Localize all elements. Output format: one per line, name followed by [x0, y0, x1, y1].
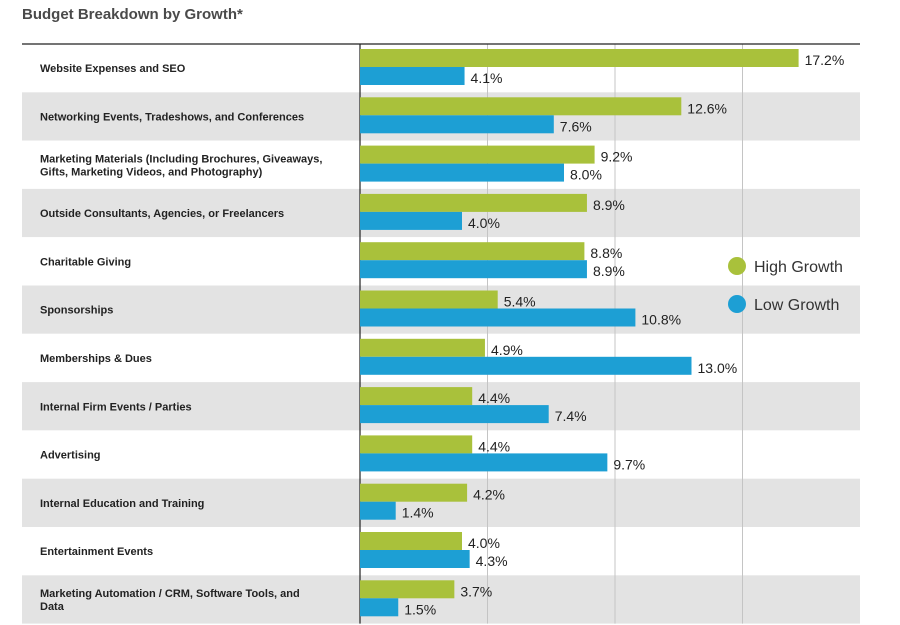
data-label: 7.6% — [560, 118, 592, 134]
data-label: 8.0% — [570, 167, 602, 183]
bar-high-growth — [360, 290, 498, 309]
category-label: Charitable Giving — [40, 256, 131, 268]
legend-high-growth-label: High Growth — [754, 259, 843, 276]
data-label: 4.0% — [468, 215, 500, 231]
data-label: 7.4% — [555, 408, 587, 424]
bar-high-growth — [360, 49, 799, 67]
bar-low-growth — [360, 67, 465, 85]
category-label: Marketing Automation / CRM, Software Too… — [40, 588, 300, 600]
category-label: Advertising — [40, 450, 101, 462]
data-label: 12.6% — [687, 100, 727, 116]
chart-title: Budget Breakdown by Growth* — [22, 6, 243, 23]
legend-low-growth-marker — [728, 295, 746, 313]
bar-high-growth — [360, 435, 473, 454]
data-label: 13.0% — [698, 360, 738, 376]
category-label: Networking Events, Tradeshows, and Confe… — [40, 111, 304, 123]
bar-high-growth — [360, 580, 455, 599]
bar-low-growth — [360, 550, 470, 568]
data-label: 9.2% — [601, 149, 633, 165]
data-label: 9.7% — [613, 456, 645, 472]
bar-low-growth — [360, 308, 636, 327]
category-label: Gifts, Marketing Videos, and Photography… — [40, 166, 263, 178]
data-label: 10.8% — [641, 312, 681, 328]
category-label: Memberships & Dues — [40, 353, 152, 365]
bar-low-growth — [360, 211, 462, 230]
legend-low-growth-label: Low Growth — [754, 297, 839, 314]
category-label: Website Expenses and SEO — [40, 63, 186, 75]
data-label: 3.7% — [460, 583, 492, 599]
data-label: 4.1% — [471, 70, 503, 86]
bar-high-growth — [360, 338, 485, 357]
data-label: 8.8% — [590, 245, 622, 261]
category-label: Internal Education and Training — [40, 498, 204, 510]
bar-high-growth — [360, 483, 468, 502]
bar-high-growth — [360, 532, 462, 550]
bar-low-growth — [360, 115, 554, 134]
bar-low-growth — [360, 405, 549, 424]
data-label: 17.2% — [805, 52, 845, 68]
category-label: Sponsorships — [40, 305, 113, 317]
data-label: 4.4% — [478, 438, 510, 454]
data-label: 1.5% — [404, 601, 436, 617]
bar-high-growth — [360, 387, 473, 406]
data-label: 4.0% — [468, 535, 500, 551]
category-label: Data — [40, 601, 65, 613]
bar-low-growth — [360, 453, 608, 472]
data-label: 8.9% — [593, 197, 625, 213]
data-label: 1.4% — [402, 505, 434, 521]
bar-low-growth — [360, 598, 399, 617]
bar-low-growth — [360, 356, 692, 375]
bar-low-growth — [360, 260, 587, 279]
bar-low-growth — [360, 163, 564, 182]
bar-high-growth — [360, 97, 682, 116]
data-label: 5.4% — [504, 294, 536, 310]
category-label: Entertainment Events — [40, 546, 153, 558]
bar-high-growth — [360, 242, 585, 261]
legend-high-growth-marker — [728, 257, 746, 275]
data-label: 4.2% — [473, 487, 505, 503]
data-label: 8.9% — [593, 263, 625, 279]
bar-high-growth — [360, 193, 587, 212]
bar-low-growth — [360, 501, 396, 520]
category-label: Internal Firm Events / Parties — [40, 401, 192, 413]
data-label: 4.9% — [491, 342, 523, 358]
data-label: 4.4% — [478, 390, 510, 406]
category-label: Marketing Materials (Including Brochures… — [40, 153, 322, 165]
data-label: 4.3% — [476, 553, 508, 569]
category-label: Outside Consultants, Agencies, or Freela… — [40, 208, 284, 220]
bar-high-growth — [360, 145, 595, 164]
